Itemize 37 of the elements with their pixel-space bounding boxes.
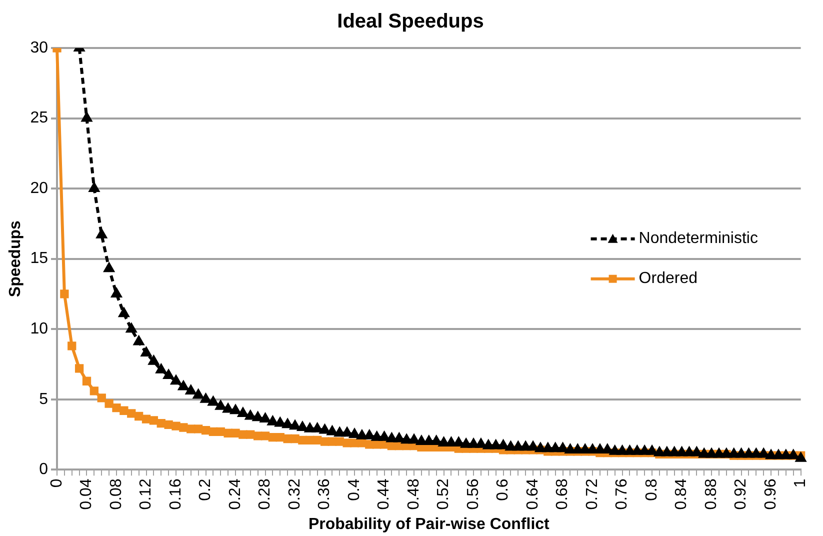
x-tick-label: 0.36 — [316, 478, 334, 510]
x-tick-label: 0 — [48, 478, 66, 488]
x-tick-label: 0.32 — [286, 478, 304, 510]
x-tick-label: 0.2 — [197, 478, 214, 501]
x-tick-label: 0.88 — [702, 478, 720, 510]
x-tick-label: 0.6 — [494, 478, 512, 501]
x-tick-label: 0.72 — [584, 478, 601, 510]
x-tick-label: 0.92 — [732, 478, 750, 510]
x-tick-label: 0.8 — [643, 478, 660, 501]
legend-label: Ordered — [638, 270, 698, 288]
x-tick-label: 0.84 — [673, 478, 690, 510]
x-tick-label: 0.64 — [524, 478, 542, 510]
legend-label: Nondeterministic — [638, 230, 758, 248]
x-tick-label: 0.04 — [78, 478, 96, 510]
x-tick-label: 0.44 — [376, 478, 393, 510]
x-tick-label: 0.28 — [256, 478, 274, 510]
x-tick-label: 0.56 — [464, 478, 482, 510]
x-tick-label: 0.68 — [554, 478, 572, 510]
chart-title: Ideal Speedups — [337, 10, 484, 33]
x-tick-label: 0.48 — [405, 478, 422, 510]
x-tick-label: 0.24 — [226, 478, 244, 510]
x-tick-label: 0.96 — [762, 478, 780, 510]
y-axis-title: Speedups — [7, 220, 24, 298]
x-tick-label: 0.52 — [435, 478, 452, 510]
y-tick-label: 20 — [30, 180, 48, 197]
x-tick-label: 0.08 — [108, 478, 125, 510]
y-tick-label: 10 — [30, 320, 48, 338]
x-axis-title: Probability of Pair-wise Conflict — [308, 516, 550, 533]
y-tick-label: 15 — [30, 250, 48, 268]
y-tick-label: 25 — [30, 110, 48, 127]
x-tick-label: 0.4 — [346, 478, 363, 501]
y-tick-label: 5 — [39, 390, 48, 408]
x-tick-label: 0.12 — [138, 478, 155, 510]
x-tick-label: 0.16 — [167, 478, 184, 510]
x-tick-label: 0.76 — [614, 478, 631, 510]
y-tick-label: 30 — [30, 39, 48, 56]
x-tick-label: 1 — [792, 478, 810, 488]
